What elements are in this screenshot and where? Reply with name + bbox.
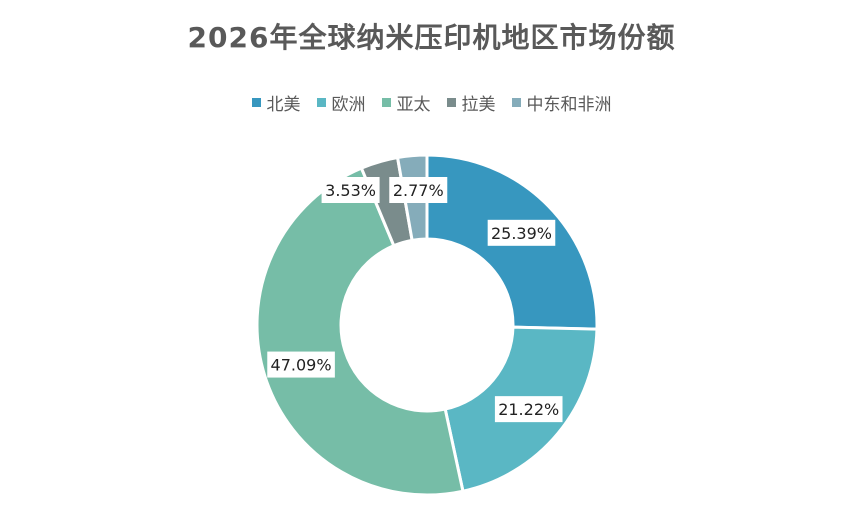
legend-item: 亚太 <box>381 90 431 115</box>
legend-label: 中东和非洲 <box>526 95 612 115</box>
data-label-box <box>487 219 556 246</box>
data-label-box <box>267 351 335 378</box>
legend-item: 拉美 <box>446 90 496 115</box>
data-label-text: 21.22% <box>498 400 559 419</box>
legend-item: 北美 <box>251 90 301 115</box>
data-label: 3.53% <box>321 177 380 203</box>
legend-label: 亚太 <box>396 95 431 115</box>
data-label-text: 2.77% <box>393 181 444 200</box>
data-label-box <box>389 177 448 203</box>
legend-label: 北美 <box>266 95 301 115</box>
data-label: 25.39% <box>487 219 556 246</box>
data-label-text: 3.53% <box>325 181 376 200</box>
data-label: 2.77% <box>389 177 448 203</box>
legend: 北美 欧洲 亚太 拉美 中东和非洲 <box>0 90 863 115</box>
legend-swatch <box>511 98 521 107</box>
donut-slice <box>255 166 465 497</box>
chart-title: 2026年全球纳米压印机地区市场份额 <box>187 21 676 54</box>
legend-swatch <box>316 98 326 107</box>
legend-label: 拉美 <box>461 95 496 115</box>
data-label-text: 25.39% <box>491 224 552 243</box>
legend-item: 中东和非洲 <box>511 90 612 115</box>
data-label-text: 47.09% <box>271 356 332 375</box>
data-label-box <box>321 177 380 203</box>
legend-swatch <box>381 98 391 107</box>
legend-label: 欧洲 <box>331 95 366 115</box>
legend-swatch <box>251 98 261 107</box>
data-label-box <box>494 396 563 423</box>
data-label: 21.22% <box>494 396 563 423</box>
legend-item: 欧洲 <box>316 90 366 115</box>
data-label: 47.09% <box>267 351 335 378</box>
legend-swatch <box>446 98 456 107</box>
